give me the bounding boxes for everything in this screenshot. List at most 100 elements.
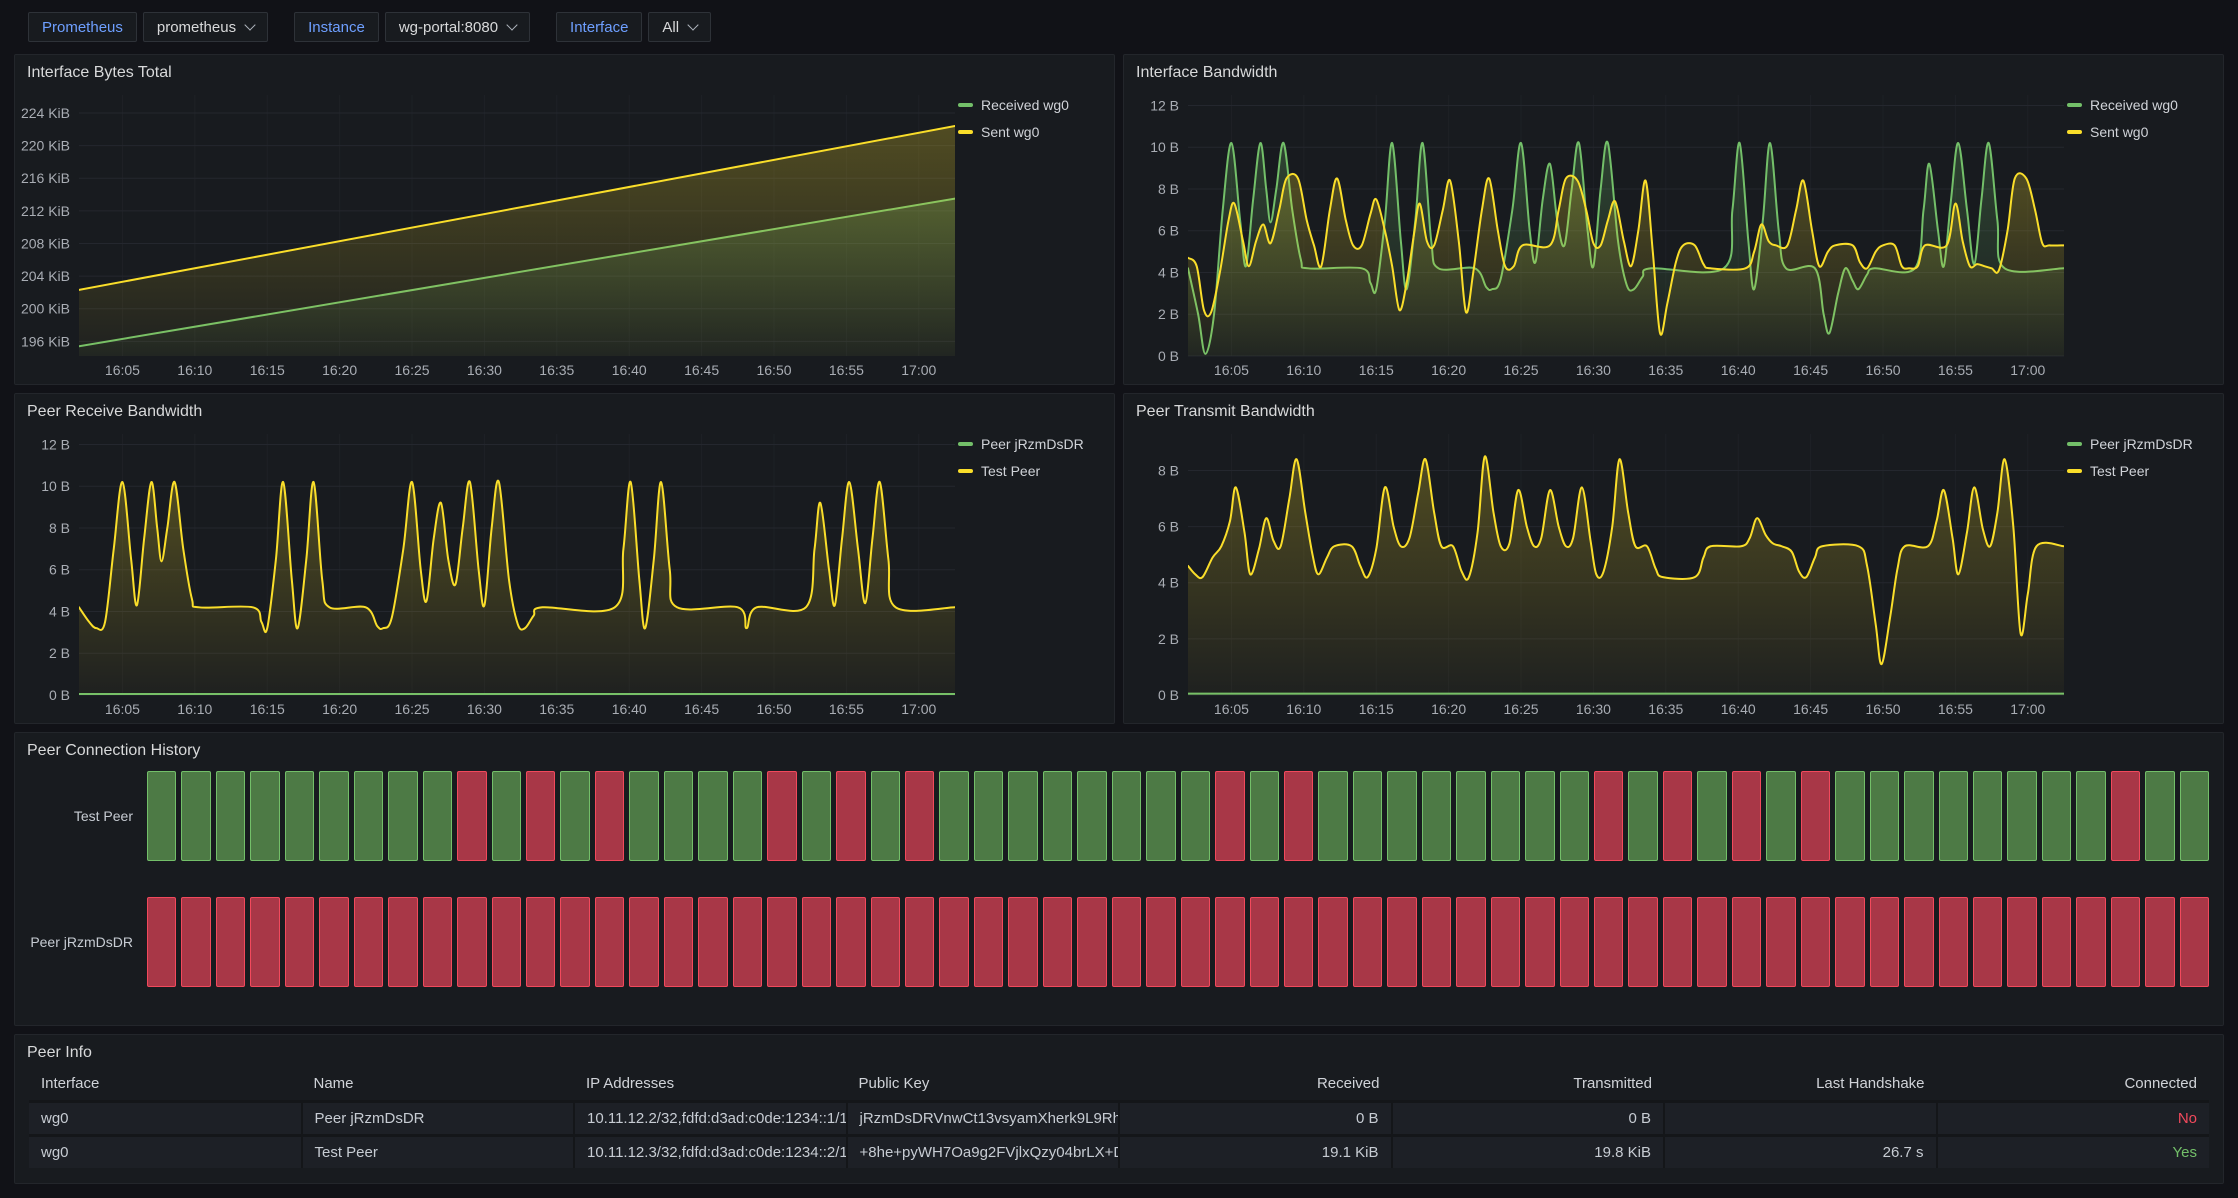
status-bar-connected <box>1697 771 1727 861</box>
status-bar-disconnected <box>1731 897 1762 987</box>
series-line <box>1188 455 2064 666</box>
column-header[interactable]: Last Handshake <box>1664 1067 1937 1102</box>
variable-value-instance-dropdown[interactable]: wg-portal:8080 <box>384 12 531 42</box>
history-row: Test Peer <box>15 771 2210 861</box>
svg-text:16:55: 16:55 <box>829 701 864 717</box>
svg-text:8 B: 8 B <box>49 520 70 536</box>
svg-text:16:15: 16:15 <box>250 701 285 717</box>
column-header[interactable]: IP Addresses <box>574 1067 847 1102</box>
svg-text:4 B: 4 B <box>1158 575 1179 591</box>
status-bar-disconnected <box>560 897 590 987</box>
status-bar-disconnected <box>767 771 797 861</box>
status-bar-connected <box>1042 771 1073 861</box>
legend-item[interactable]: Peer jRzmDsDR <box>2067 436 2217 452</box>
legend-item[interactable]: Received wg0 <box>2067 97 2217 113</box>
svg-text:16:05: 16:05 <box>1214 701 1249 717</box>
svg-text:16:05: 16:05 <box>105 362 140 378</box>
svg-text:16:40: 16:40 <box>1721 701 1756 717</box>
status-bar-disconnected <box>1594 897 1624 987</box>
svg-text:16:35: 16:35 <box>539 362 574 378</box>
svg-text:16:20: 16:20 <box>322 701 357 717</box>
status-bar-disconnected <box>1938 897 1969 987</box>
variable-interface: Interface All <box>556 12 712 42</box>
timeseries-plot[interactable]: 16:05 16:10 16:15 16:20 16:25 16:30 16:35 16:40… <box>1126 83 2067 382</box>
dashboard-variables-bar: Prometheus prometheus Instance wg-portal… <box>0 0 2238 42</box>
status-bar-disconnected <box>1869 897 1900 987</box>
status-bar-disconnected <box>1835 897 1865 987</box>
panel-title[interactable]: Peer Transmit Bandwidth <box>1136 403 1315 420</box>
series-line <box>79 124 955 291</box>
status-bar-connected <box>353 771 384 861</box>
column-header[interactable]: Public Key <box>846 1067 1119 1102</box>
x-tick-label: 16:56 <box>1940 1025 1975 1026</box>
chevron-down-icon <box>244 19 256 31</box>
status-bar-disconnected <box>1662 771 1693 861</box>
history-bars <box>147 897 2210 987</box>
panel-interface-bandwidth: Interface Bandwidth 16:05 16:10 16:15 16:20… <box>1123 54 2224 385</box>
status-bar-disconnected <box>181 897 211 987</box>
chart-canvas: 16:05 16:10 16:15 16:20 16:25 16:30 16:35 16:40… <box>21 95 955 378</box>
status-bar-disconnected <box>836 771 866 861</box>
status-bar-connected <box>181 771 211 861</box>
legend-swatch-icon <box>958 103 973 107</box>
status-bar-disconnected <box>939 897 969 987</box>
timeseries-plot[interactable]: 16:05 16:10 16:15 16:20 16:25 16:30 16:35 16:40… <box>1126 422 2067 721</box>
chart-canvas: 16:05 16:10 16:15 16:20 16:25 16:30 16:35 16:40… <box>1158 434 2064 717</box>
status-bar-disconnected <box>1215 897 1245 987</box>
table-cell: Test Peer <box>301 1134 575 1168</box>
column-header[interactable]: Interface <box>29 1067 302 1102</box>
column-header[interactable]: Received <box>1119 1067 1392 1102</box>
status-bar-connected <box>1077 771 1107 861</box>
status-bar-disconnected <box>1318 897 1348 987</box>
legend-item[interactable]: Peer jRzmDsDR <box>958 436 1108 452</box>
column-header[interactable]: Connected <box>1936 1067 2209 1102</box>
table-cell: wg0 <box>29 1134 303 1168</box>
chevron-down-icon <box>687 19 699 31</box>
svg-text:17:00: 17:00 <box>2010 362 2045 378</box>
timeseries-plot[interactable]: 16:05 16:10 16:15 16:20 16:25 16:30 16:35 16:40… <box>17 83 958 382</box>
status-bar-disconnected <box>2179 897 2210 987</box>
legend-item[interactable]: Test Peer <box>2067 463 2217 479</box>
status-bar-connected <box>663 771 694 861</box>
legend-item[interactable]: Sent wg0 <box>2067 124 2217 140</box>
legend-item[interactable]: Test Peer <box>958 463 1108 479</box>
svg-text:16:15: 16:15 <box>250 362 285 378</box>
variable-value-interface-dropdown[interactable]: All <box>648 12 712 42</box>
legend-item[interactable]: Sent wg0 <box>958 124 1108 140</box>
svg-text:16:10: 16:10 <box>1286 362 1321 378</box>
timeseries-plot[interactable]: 16:05 16:10 16:15 16:20 16:25 16:30 16:35 16:40… <box>17 422 958 721</box>
status-bar-disconnected <box>1800 771 1831 861</box>
legend: Received wg0 Sent wg0 <box>2067 83 2217 382</box>
panel-title[interactable]: Peer Info <box>27 1044 92 1061</box>
variable-label-instance: Instance <box>294 12 379 42</box>
status-bar-disconnected <box>1628 897 1658 987</box>
status-bar-connected <box>1904 771 1934 861</box>
svg-text:16:55: 16:55 <box>1938 701 1973 717</box>
variable-value-text: All <box>662 18 680 36</box>
status-bar-disconnected <box>1904 897 1934 987</box>
column-header[interactable]: Name <box>301 1067 574 1102</box>
svg-text:6 B: 6 B <box>1158 519 1179 535</box>
table-cell: 19.8 KiB <box>1391 1134 1665 1168</box>
status-bar-connected <box>1352 771 1383 861</box>
panel-title[interactable]: Interface Bandwidth <box>1136 64 1278 81</box>
legend-item[interactable]: Received wg0 <box>958 97 1108 113</box>
column-header[interactable]: Transmitted <box>1391 1067 1664 1102</box>
status-bar-connected <box>1387 771 1417 861</box>
status-bar-connected <box>147 771 177 861</box>
table-cell: 26.7 s <box>1664 1134 1938 1168</box>
status-bar-disconnected <box>2007 897 2037 987</box>
dashboard-grid: Interface Bytes Total 16:05 16:10 16:15 16:… <box>0 42 2238 1198</box>
panel-title[interactable]: Peer Receive Bandwidth <box>27 403 203 420</box>
status-bar-connected <box>2007 771 2037 861</box>
status-bar-disconnected <box>1387 897 1417 987</box>
legend: Peer jRzmDsDR Test Peer <box>2067 422 2217 721</box>
status-bar-disconnected <box>836 897 866 987</box>
x-tick-label: 17:01 <box>2095 1025 2130 1026</box>
status-bar-connected <box>1973 771 2003 861</box>
variable-value-prometheus-dropdown[interactable]: prometheus <box>142 12 269 42</box>
panel-title[interactable]: Interface Bytes Total <box>27 64 172 81</box>
legend-label: Peer jRzmDsDR <box>2090 436 2193 452</box>
panel-title[interactable]: Peer Connection History <box>27 742 201 759</box>
